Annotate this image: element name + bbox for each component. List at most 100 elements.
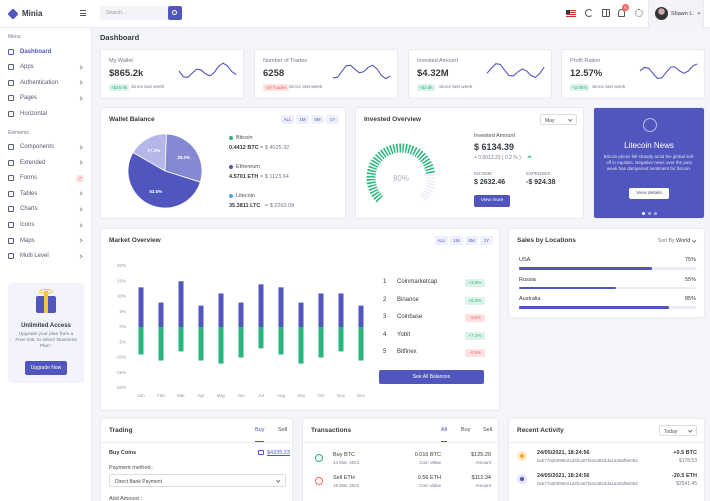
payment-select[interactable]: Direct Bank Payment (109, 474, 286, 487)
activity-hash: 0xb77ad0099e21d4fca87fa4ca92dda1a40af9e0… (537, 458, 638, 463)
bar (218, 327, 224, 364)
field-label: Buy Coins (109, 450, 137, 456)
coin-dot (229, 194, 233, 198)
language-flag[interactable] (566, 10, 576, 17)
divider (101, 442, 292, 443)
menu-item[interactable]: Extended (20, 159, 46, 166)
menu-chevron (78, 207, 83, 212)
activity-time: 24/05/2021, 18:24:56 (537, 450, 590, 456)
bar (338, 293, 344, 327)
stat-period: Since last week (439, 85, 473, 90)
menu-icon (8, 237, 14, 244)
menu-item[interactable]: Apps (20, 64, 34, 71)
search-input[interactable]: Search... (100, 6, 168, 20)
menu-item[interactable]: Forms (20, 175, 37, 182)
filter-tab[interactable]: 1Y (480, 236, 493, 245)
filter-tab[interactable]: 6M (465, 236, 478, 245)
x-tick-label: May (217, 393, 226, 398)
apps-icon[interactable] (602, 9, 610, 17)
y-tick-label: 0% (119, 324, 126, 329)
menu-toggle[interactable] (80, 10, 86, 16)
filter-tab[interactable]: 6M (311, 115, 324, 124)
user-menu[interactable]: Shawn L. (648, 0, 704, 28)
promo-button[interactable]: Upgrade Now (25, 361, 67, 375)
location-value: 75% (684, 257, 696, 263)
sort-value[interactable]: World (676, 237, 691, 244)
stat-period: Since last week (289, 85, 323, 90)
pie-label: 29.2% (177, 155, 190, 160)
pie-label: 53.5% (149, 189, 162, 194)
theme-toggle[interactable] (585, 9, 593, 17)
expenses-label: EXPENSES (526, 171, 551, 176)
menu-item[interactable]: Dashboard (20, 48, 52, 55)
menu-item[interactable]: Components (20, 144, 55, 150)
filter-tab[interactable]: ALL (281, 115, 294, 124)
tab[interactable]: Sell (483, 427, 493, 433)
transactions-card: Transactions All Buy Sell Buy BTC 14 Mar, 202… (302, 418, 499, 501)
field-label: Add Amount : (109, 496, 143, 501)
bar (298, 302, 304, 327)
y-tick-label: 20% (117, 263, 126, 268)
stat-label: My Wallet (109, 58, 133, 64)
exchange-change: -3.6% (465, 314, 485, 322)
coin-name: Ethereum (236, 164, 260, 170)
bar (358, 305, 364, 327)
view-details-button[interactable]: View details (629, 188, 669, 199)
menu-section-title: Menu (8, 34, 21, 40)
filter-tab[interactable]: ALL (435, 236, 448, 245)
stat-value: $865.2k (109, 68, 144, 79)
settings-icon[interactable] (635, 9, 643, 17)
menu-item[interactable]: Authentication (20, 79, 59, 86)
location-name: Australia (519, 296, 541, 302)
chart (332, 64, 391, 80)
view-more-button[interactable]: View more (474, 195, 510, 207)
select-caret (568, 116, 573, 121)
gift-ribbon (44, 291, 48, 313)
stat-label: Number of Trades (263, 58, 308, 64)
up-arrow (527, 155, 532, 160)
balance[interactable]: $4335.23 (267, 449, 290, 456)
see-all-button[interactable]: See All Balances (379, 370, 484, 384)
menu-item[interactable]: Horizontal (20, 110, 48, 117)
stat-value: $4.32M (417, 68, 449, 79)
menu-chevron (78, 254, 83, 259)
trading-card: Trading Buy Sell Buy Coins $4335.23 Payment m… (100, 418, 293, 501)
menu-icon (8, 159, 14, 166)
filter-tab[interactable]: 1M (450, 236, 463, 245)
menu-item[interactable]: Maps (20, 237, 35, 244)
filter-tab[interactable]: 1M (296, 115, 309, 124)
brand-name: Minia (22, 9, 43, 18)
period-value: May (545, 117, 555, 124)
x-tick-label: Nov (337, 393, 346, 398)
menu-item[interactable]: Tables (20, 190, 38, 197)
search-button[interactable] (168, 6, 182, 20)
income-value: $ 2632.46 (474, 179, 506, 186)
menu-chevron (78, 222, 83, 228)
menu-item[interactable]: Charts (20, 206, 38, 213)
menu-item[interactable]: Icons (20, 222, 35, 228)
divider (509, 442, 704, 443)
carousel-dot[interactable] (654, 212, 657, 215)
y-tick-label: -5% (118, 339, 126, 344)
carousel-dot[interactable] (642, 212, 645, 215)
notifications-icon[interactable] (618, 9, 625, 17)
filter-tab[interactable]: 1Y (326, 115, 339, 124)
tab[interactable]: Buy (461, 427, 471, 433)
sidebar: Menu Dashboard Apps Authentication Pages Hori… (0, 28, 92, 501)
tab[interactable]: Sell (278, 427, 288, 433)
tab[interactable]: All (441, 427, 448, 442)
period-select[interactable]: Today (659, 425, 697, 436)
menu-item[interactable]: Pages (20, 95, 38, 102)
tab[interactable]: Buy (255, 427, 265, 442)
location-name: USA (519, 257, 531, 263)
transaction-icon (315, 477, 323, 485)
menu-chevron (78, 160, 83, 165)
stat-change: +$20.9k (109, 84, 130, 91)
location-name: Russia (519, 276, 536, 283)
menu-item[interactable]: Multi Level (20, 253, 49, 260)
search-placeholder: Search... (106, 10, 127, 16)
stat-period: Since last week (131, 85, 165, 90)
carousel-dot[interactable] (648, 212, 651, 215)
period-select[interactable]: May (540, 114, 577, 125)
sales-card: Sales by Locations Sort By: World USA 75% Rus… (508, 228, 705, 318)
